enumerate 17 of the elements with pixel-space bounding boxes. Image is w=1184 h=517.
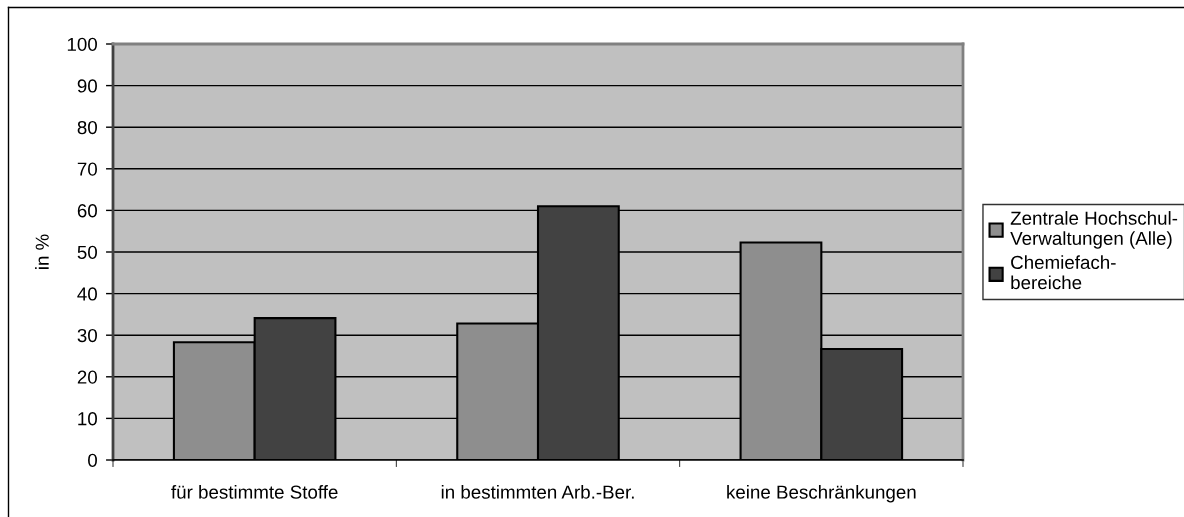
x-tick-label: für bestimmte Stoffe	[171, 485, 338, 499]
y-tick-label: 0	[88, 453, 97, 467]
x-tick-label: keine Beschränkungen	[727, 485, 916, 503]
y-tick-label: 80	[77, 120, 97, 135]
legend-label: Zentrale Hochschul- Verwaltungen (Alle)	[1010, 211, 1178, 249]
y-tick-label: 70	[77, 162, 97, 176]
y-tick-label: 30	[77, 328, 97, 343]
y-tick-label: 40	[77, 287, 97, 301]
y-tick-label: 90	[77, 79, 97, 93]
y-tick-label: 60	[77, 204, 97, 218]
y-tick-label: 20	[77, 370, 97, 384]
y-tick-label: 10	[78, 412, 97, 426]
y-tick-label: 50	[77, 245, 97, 259]
y-axis-title: in %	[35, 234, 49, 269]
x-tick-label: in bestimmten Arb.-Ber.	[441, 485, 634, 499]
legend-label: Chemiefach- bereiche	[1011, 255, 1116, 290]
y-tick-label: 100	[67, 37, 97, 51]
